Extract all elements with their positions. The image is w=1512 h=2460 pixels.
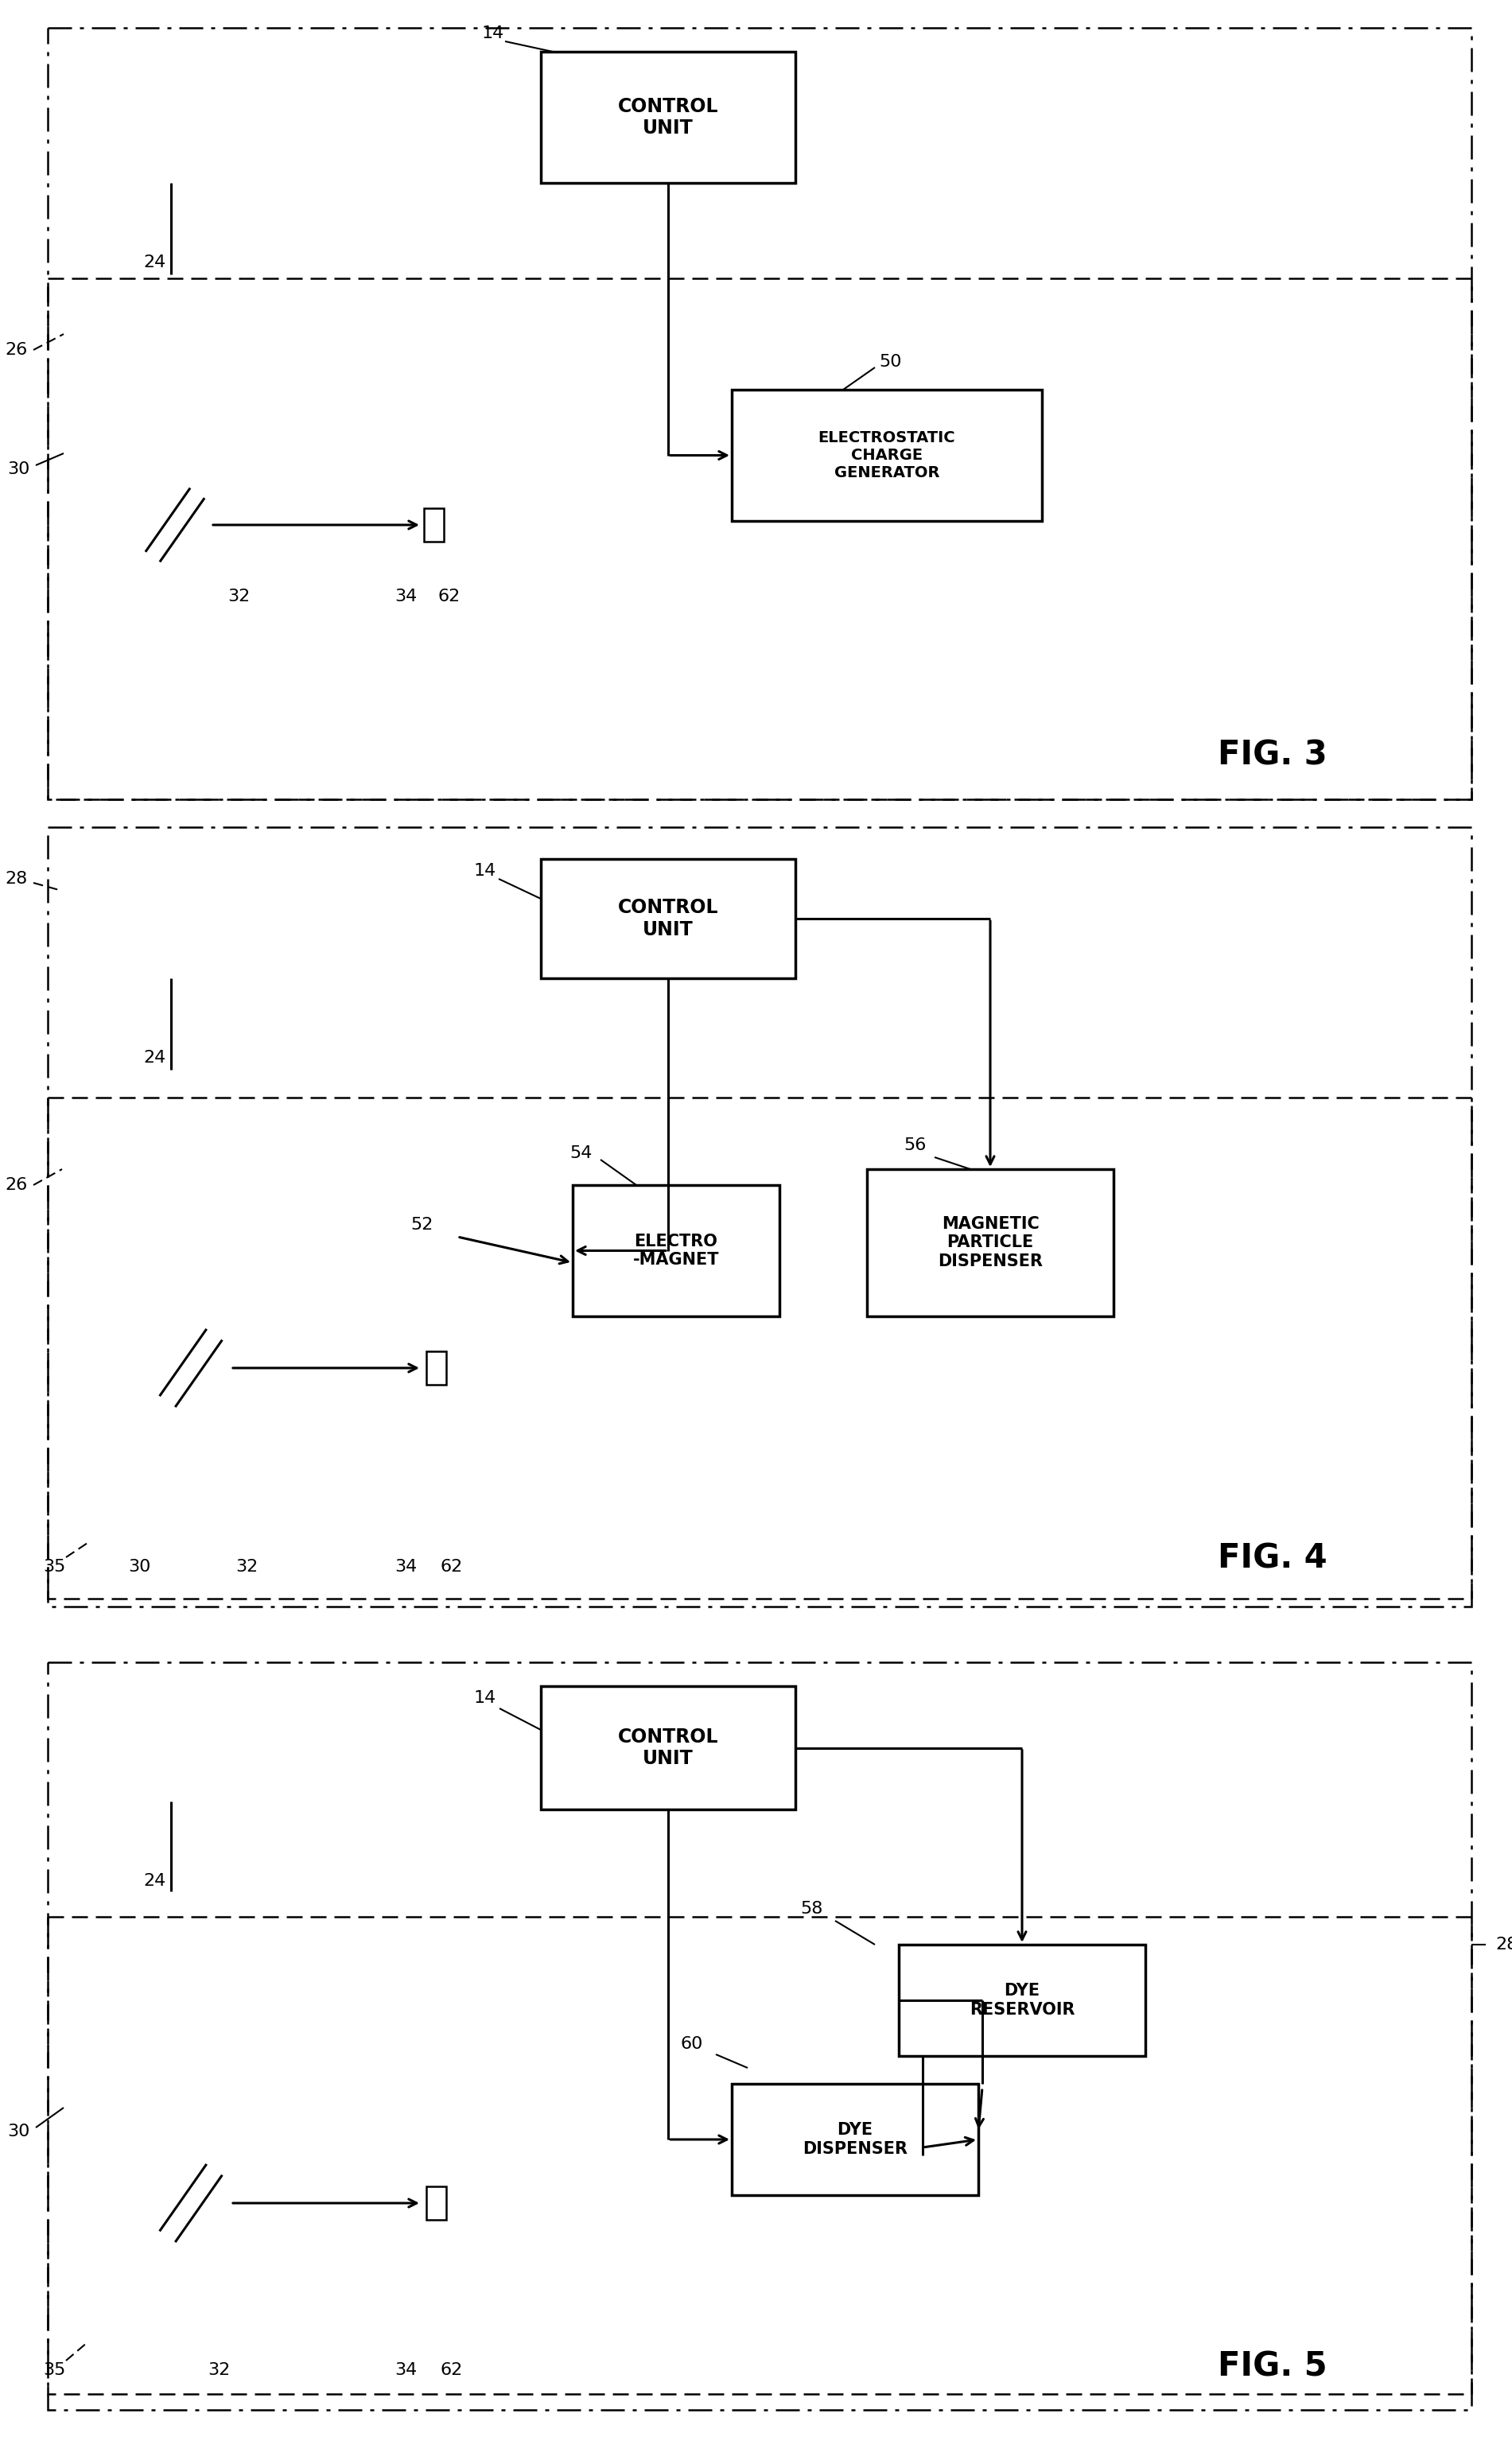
- Bar: [48, 1663, 1471, 2411]
- Text: 14: 14: [482, 25, 505, 42]
- Text: 34: 34: [395, 588, 417, 605]
- Bar: [48, 278, 1471, 800]
- Text: 30: 30: [8, 2123, 30, 2140]
- Text: CONTROL
UNIT: CONTROL UNIT: [618, 898, 718, 940]
- Bar: [426, 2187, 446, 2219]
- Text: 60: 60: [680, 2037, 703, 2052]
- Text: MAGNETIC
PARTICLE
DISPENSER: MAGNETIC PARTICLE DISPENSER: [937, 1215, 1043, 1269]
- Text: 28: 28: [1495, 1936, 1512, 1953]
- Text: 50: 50: [880, 354, 903, 369]
- Bar: [48, 27, 1471, 800]
- Text: 24: 24: [144, 253, 166, 271]
- Bar: [732, 2084, 978, 2194]
- Bar: [541, 859, 795, 979]
- Text: 62: 62: [438, 588, 461, 605]
- Text: 34: 34: [395, 1560, 417, 1574]
- Text: 24: 24: [144, 1050, 166, 1065]
- Bar: [732, 389, 1042, 522]
- Text: ELECTRO
-MAGNET: ELECTRO -MAGNET: [634, 1232, 720, 1267]
- Bar: [898, 1943, 1145, 2057]
- Text: 54: 54: [570, 1146, 591, 1161]
- Text: 34: 34: [395, 2362, 417, 2379]
- Text: DYE
RESERVOIR: DYE RESERVOIR: [969, 1983, 1075, 2017]
- Text: FIG. 5: FIG. 5: [1217, 2349, 1328, 2384]
- Text: 26: 26: [6, 1176, 27, 1193]
- Text: CONTROL
UNIT: CONTROL UNIT: [618, 1727, 718, 1769]
- Bar: [48, 1097, 1471, 1599]
- Bar: [866, 1168, 1113, 1316]
- Text: DYE
DISPENSER: DYE DISPENSER: [803, 2123, 907, 2157]
- Bar: [541, 52, 795, 182]
- Bar: [423, 509, 443, 541]
- Bar: [48, 827, 1471, 1606]
- Text: ELECTROSTATIC
CHARGE
GENERATOR: ELECTROSTATIC CHARGE GENERATOR: [818, 430, 956, 480]
- Text: 62: 62: [440, 1560, 463, 1574]
- Text: 24: 24: [144, 1872, 166, 1889]
- Text: 14: 14: [473, 1690, 496, 1707]
- Text: 35: 35: [42, 1560, 65, 1574]
- Text: 28: 28: [6, 871, 27, 886]
- Text: FIG. 4: FIG. 4: [1217, 1542, 1328, 1574]
- Text: CONTROL
UNIT: CONTROL UNIT: [618, 96, 718, 138]
- Text: 30: 30: [129, 1560, 151, 1574]
- Bar: [573, 1186, 780, 1316]
- Text: 35: 35: [42, 2362, 65, 2379]
- Text: 62: 62: [440, 2362, 463, 2379]
- Text: 32: 32: [207, 2362, 230, 2379]
- Bar: [426, 1351, 446, 1385]
- Text: 30: 30: [8, 462, 30, 477]
- Text: 56: 56: [903, 1137, 925, 1154]
- Text: 26: 26: [6, 342, 27, 357]
- Text: 32: 32: [236, 1560, 259, 1574]
- Bar: [541, 1685, 795, 1811]
- Text: 14: 14: [473, 863, 496, 878]
- Bar: [48, 1916, 1471, 2394]
- Text: 58: 58: [800, 1902, 823, 1916]
- Text: 32: 32: [227, 588, 249, 605]
- Text: 52: 52: [410, 1218, 432, 1232]
- Text: FIG. 3: FIG. 3: [1217, 738, 1328, 772]
